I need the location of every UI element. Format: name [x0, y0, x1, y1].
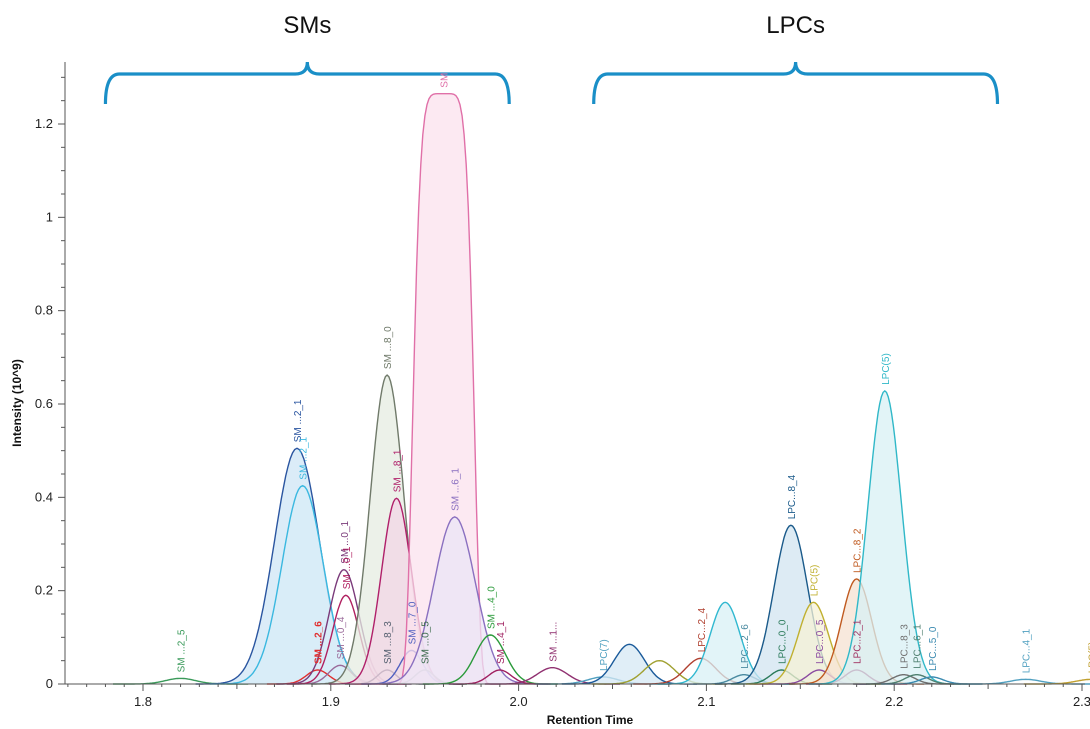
peak-label-17: LPC(7) — [599, 639, 610, 671]
peak-label-11: SM ...0_5 — [421, 621, 432, 664]
peak-label-5: SM ...0_1 — [340, 520, 351, 563]
peak-label-32: LPC...5_0 — [928, 626, 939, 671]
y-tick-label-4: 0.8 — [35, 303, 53, 318]
peak-label-20: LPC...2_4 — [697, 607, 708, 652]
group-bracket-0 — [103, 61, 511, 105]
peak-line-13 — [361, 516, 548, 685]
peak-labels: SM ...2_5 SM ...2_1SM ...2_1 SM ...2_6 SM .… — [177, 73, 1090, 674]
x-tick-label-0: 1.8 — [134, 694, 152, 709]
peak-label-29: LPC(5) — [881, 353, 892, 385]
peak-label-30: LPC...8_3 — [900, 624, 911, 669]
peak-label-27: LPC...8_2 — [853, 528, 864, 573]
group-bracket-1 — [592, 61, 1000, 105]
y-tick-label-1: 0.2 — [35, 583, 53, 598]
peak-label-28: LPC...2_1 — [853, 619, 864, 664]
peak-label-14: SM ...4_0 — [486, 586, 497, 629]
peak-label-1: SM ...2_1 — [293, 399, 304, 442]
peak-label-31: LPC...6_1 — [913, 624, 924, 669]
peak-fill-9 — [328, 498, 465, 684]
x-tick-label-1: 1.9 — [322, 694, 340, 709]
peak-label-2: SM ...2_1 — [299, 436, 310, 479]
peak-fill-18 — [561, 644, 697, 684]
group-label-1: LPCs — [766, 12, 825, 39]
peak-label-13: SM ...6_1 — [451, 468, 462, 511]
y-tick-label-5: 1 — [46, 209, 53, 224]
y-tick-label-3: 0.6 — [35, 396, 53, 411]
peak-label-34: LPC(5) — [1087, 642, 1090, 674]
y-tick-label-6: 1.2 — [35, 116, 53, 131]
peak-label-24: LPC...0_0 — [778, 619, 789, 664]
group-label-0: SMs — [283, 12, 331, 39]
peak-fill-12 — [350, 93, 537, 684]
y-tick-label-0: 0 — [46, 676, 53, 691]
x-axis-title: Retention Time — [547, 713, 634, 727]
peak-fill-21 — [657, 602, 793, 684]
peak-label-4: SM ...0_4 — [336, 616, 347, 659]
peak-label-22: LPC...2_6 — [740, 624, 751, 669]
x-tick-label-5: 2.3 — [1073, 694, 1090, 709]
y-tick-label-2: 0.4 — [35, 489, 53, 504]
peak-label-23: LPC...8_4 — [787, 474, 798, 519]
peak-fill-29 — [808, 390, 961, 684]
x-tick-label-2: 2.0 — [510, 694, 528, 709]
peak-fill-23 — [714, 525, 867, 684]
peak-label-26: LPC...0_5 — [815, 619, 826, 664]
peak-label-12: SM — [440, 73, 451, 88]
x-tick-label-3: 2.1 — [697, 694, 715, 709]
peak-label-0: SM ...2_5 — [177, 629, 188, 672]
peak-label-3: SM ...2_6 — [314, 621, 325, 664]
y-axis-title: Intensity (10^9) — [10, 359, 24, 447]
peak-label-16: SM ...1... — [548, 622, 559, 662]
peak-fill-13 — [361, 516, 548, 684]
peak-label-25: LPC(5) — [809, 565, 820, 597]
peak-label-6: SM ...0_1 — [342, 546, 353, 589]
peaks — [113, 93, 1090, 685]
peak-label-9: SM ...8_1 — [393, 449, 404, 492]
peak-fill-2 — [209, 485, 396, 684]
peak-fill-25 — [745, 602, 882, 684]
peak-label-10: SM ...7_0 — [408, 601, 419, 644]
peak-label-8: SM ...8_3 — [383, 621, 394, 664]
peak-label-15: SM ...4_1 — [496, 621, 507, 664]
peak-label-33: LPC...4_1 — [1022, 628, 1033, 673]
peak-line-29 — [808, 389, 961, 685]
peak-label-7: SM ...8_0 — [383, 326, 394, 369]
x-tick-label-4: 2.2 — [885, 694, 903, 709]
